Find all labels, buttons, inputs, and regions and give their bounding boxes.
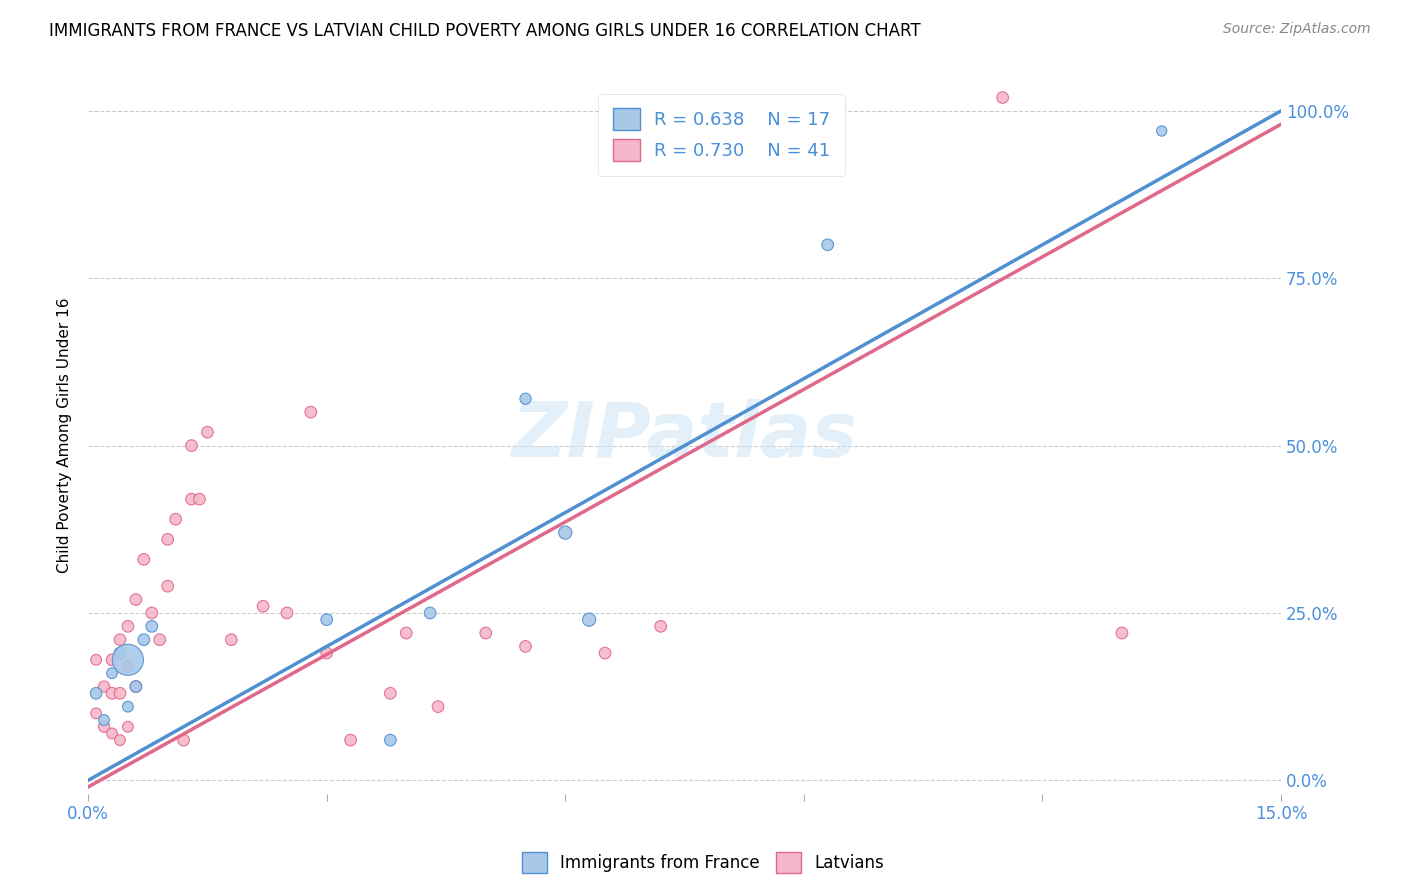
Point [108,646,131,660]
Point [117,699,139,714]
Point [1111,626,1133,640]
Point [156,533,179,547]
Point [419,606,441,620]
Point [117,653,139,667]
Point [101,686,124,700]
Point [101,726,124,740]
Point [188,492,211,507]
Legend: Immigrants from France, Latvians: Immigrants from France, Latvians [515,846,891,880]
Point [108,686,131,700]
Point [180,492,202,507]
Point [117,659,139,673]
Point [141,619,163,633]
Point [299,405,322,419]
Point [132,632,155,647]
Point [165,512,187,526]
Point [593,646,616,660]
Point [315,613,337,627]
Point [315,646,337,660]
Point [84,686,107,700]
Point [84,653,107,667]
Point [93,713,115,727]
Text: ZIPatlas: ZIPatlas [512,399,858,473]
Point [221,632,243,647]
Point [554,525,576,540]
Point [650,619,672,633]
Point [93,720,115,734]
Point [991,90,1014,104]
Point [84,706,107,721]
Point [427,699,450,714]
Point [578,613,600,627]
Point [149,632,172,647]
Point [515,640,537,654]
Point [125,680,148,694]
Point [515,392,537,406]
Text: IMMIGRANTS FROM FRANCE VS LATVIAN CHILD POVERTY AMONG GIRLS UNDER 16 CORRELATION: IMMIGRANTS FROM FRANCE VS LATVIAN CHILD … [49,22,921,40]
Legend: R = 0.638    N = 17, R = 0.730    N = 41: R = 0.638 N = 17, R = 0.730 N = 41 [598,94,845,176]
Point [252,599,274,614]
Point [1150,124,1173,138]
Point [108,733,131,747]
Point [339,733,361,747]
Point [197,425,219,440]
Point [817,237,839,252]
Point [395,626,418,640]
Point [132,552,155,566]
Point [141,606,163,620]
Point [101,666,124,681]
Point [380,686,402,700]
Point [93,680,115,694]
Point [117,720,139,734]
Point [101,653,124,667]
Point [474,626,496,640]
Point [117,619,139,633]
Point [125,592,148,607]
Point [125,680,148,694]
Point [380,733,402,747]
Point [180,439,202,453]
Point [108,632,131,647]
Point [173,733,195,747]
Point [276,606,298,620]
Point [156,579,179,593]
Y-axis label: Child Poverty Among Girls Under 16: Child Poverty Among Girls Under 16 [58,298,72,574]
Text: Source: ZipAtlas.com: Source: ZipAtlas.com [1223,22,1371,37]
